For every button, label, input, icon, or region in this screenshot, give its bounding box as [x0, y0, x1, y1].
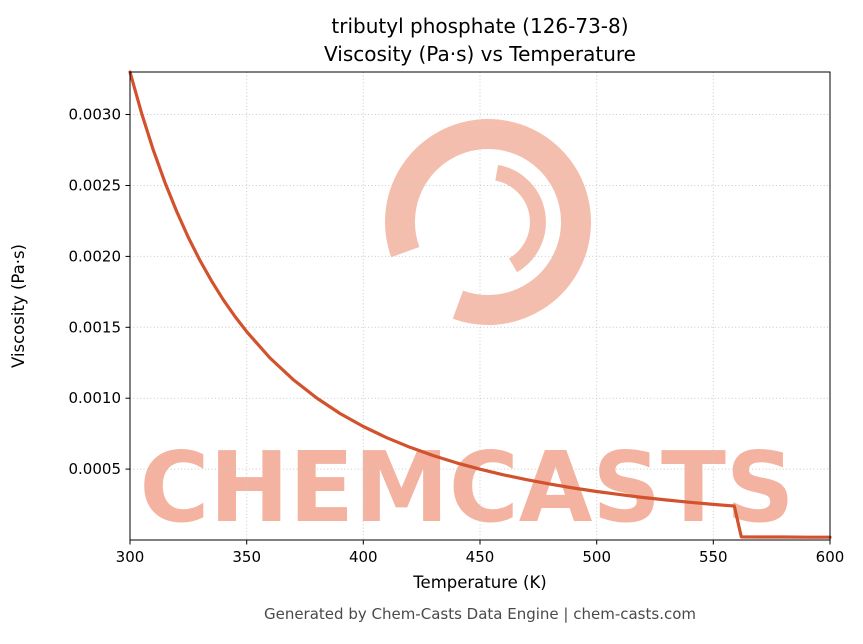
- x-tick-label: 600: [816, 548, 845, 566]
- y-tick-label: 0.0005: [69, 460, 122, 478]
- viscosity-curve: [128, 70, 832, 539]
- watermark-logo-icon: [385, 119, 591, 325]
- chart-title: tributyl phosphate (126-73-8) Viscosity …: [130, 12, 830, 69]
- x-axis-label: Temperature (K): [412, 573, 546, 592]
- y-tick-label: 0.0030: [69, 106, 122, 124]
- x-tick-label: 350: [232, 548, 261, 566]
- x-tick-label: 500: [582, 548, 611, 566]
- footer-text: Generated by Chem-Casts Data Engine | ch…: [263, 605, 697, 623]
- chart-title-line-2: Viscosity (Pa·s) vs Temperature: [324, 42, 636, 67]
- x-axis-ticks: [129, 540, 831, 545]
- x-tick-label: 300: [116, 548, 145, 566]
- y-axis-ticks: [125, 114, 130, 470]
- y-axis-label: Viscosity (Pa·s): [9, 244, 28, 368]
- watermark-text: CHEMCASTS: [140, 431, 795, 544]
- y-tick-label: 0.0010: [69, 389, 122, 407]
- chart-title-line-1: tributyl phosphate (126-73-8): [331, 14, 629, 38]
- x-tick-label: 450: [466, 548, 495, 566]
- x-tick-label: 400: [349, 548, 378, 566]
- x-tick-label: 550: [699, 548, 728, 566]
- y-tick-label: 0.0020: [69, 247, 122, 265]
- y-tick-label: 0.0015: [69, 318, 122, 336]
- y-tick-label: 0.0025: [69, 177, 122, 195]
